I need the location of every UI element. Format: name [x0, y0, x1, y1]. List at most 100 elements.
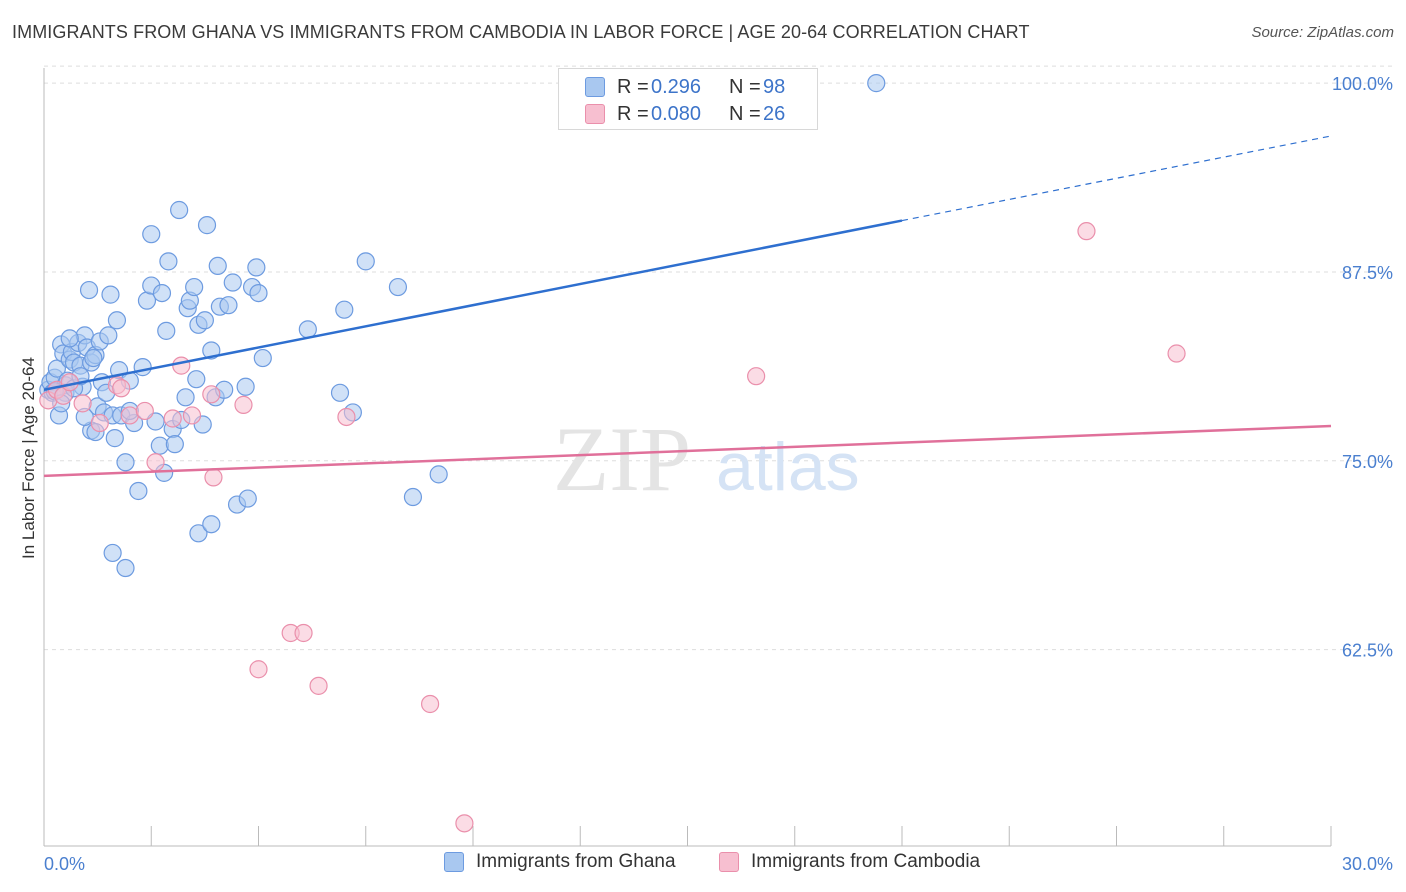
ghana-point: [99, 326, 118, 345]
cambodia-point: [309, 676, 328, 695]
ghana-point: [142, 225, 161, 244]
cambodia-point: [172, 356, 191, 375]
ghana-point: [84, 348, 103, 368]
y-tick-label: 75.0%: [1342, 452, 1393, 472]
cambodia-point: [249, 660, 268, 679]
x-axis-ticks: [43, 826, 1332, 846]
ghana-point: [236, 377, 255, 396]
ghana-point: [298, 320, 317, 339]
ghana-point: [249, 283, 268, 303]
y-axis-tick-labels: 62.5% 75.0% 87.5% 100.0%: [1332, 74, 1393, 661]
cambodia-point: [202, 385, 221, 404]
cambodia-point: [73, 394, 92, 413]
ghana-point: [388, 277, 408, 297]
cambodia-trend-line: [43, 424, 1332, 478]
ghana-trend-line: [43, 219, 903, 392]
legend-r-label: R =: [617, 75, 649, 98]
legend-n-label: N =: [729, 75, 761, 98]
cambodia-point: [204, 468, 223, 487]
grid-lines: [44, 65, 1393, 651]
cambodia-point: [421, 694, 440, 714]
cambodia-point: [135, 401, 154, 421]
ghana-point: [150, 436, 169, 455]
cambodia-point: [1077, 222, 1096, 241]
cambodia-point: [234, 395, 253, 414]
cambodia-point: [120, 406, 139, 425]
ghana-point: [137, 291, 157, 310]
ghana-point: [157, 321, 176, 340]
ghana-swatch-icon: [585, 77, 605, 97]
x-tick-label-min: 0.0%: [44, 854, 85, 874]
cambodia-swatch-icon: [585, 104, 605, 124]
ghana-trend-extension: [901, 135, 1332, 222]
cambodia-point: [747, 367, 766, 386]
legend-r-value: 0.296: [651, 75, 702, 98]
legend-item-cambodia: Immigrants from Cambodia: [719, 851, 980, 873]
y-tick-label: 87.5%: [1342, 263, 1393, 283]
ghana-point: [253, 348, 272, 368]
legend-row-cambodia: R = 0.080 N = 26: [585, 101, 785, 127]
legend-row-ghana: R = 0.296 N = 98: [585, 74, 785, 100]
ghana-point: [116, 453, 135, 472]
ghana-legend-icon: [444, 852, 464, 872]
ghana-point: [176, 388, 195, 407]
legend-r-label: R =: [617, 102, 649, 125]
chart-title: IMMIGRANTS FROM GHANA VS IMMIGRANTS FROM…: [12, 22, 1030, 42]
ghana-point: [107, 311, 127, 330]
ghana-point: [429, 465, 448, 484]
ghana-point: [335, 300, 354, 319]
ghana-point: [208, 256, 227, 275]
watermark-zip: ZIP: [553, 408, 691, 510]
ghana-point: [187, 370, 206, 389]
ghana-point: [356, 252, 375, 271]
legend-n-label: N =: [729, 102, 761, 125]
cambodia-point: [146, 453, 165, 472]
cambodia-point: [294, 623, 313, 643]
cambodia-point: [163, 409, 182, 428]
ghana-point: [129, 481, 148, 501]
cambodia-point: [60, 373, 79, 392]
ghana-point: [403, 487, 423, 507]
legend-r-value: 0.080: [651, 102, 702, 125]
ghana-point: [238, 489, 257, 508]
ghana-point: [219, 296, 238, 315]
y-tick-label: 62.5%: [1342, 641, 1393, 661]
correlation-legend: R = 0.296 N = 98 R = 0.080 N = 26: [558, 68, 818, 130]
ghana-point: [101, 285, 120, 304]
watermark-atlas: atlas: [716, 429, 860, 505]
legend-n-value: 26: [763, 102, 786, 125]
ghana-point: [116, 558, 135, 578]
legend-label-ghana: Immigrants from Ghana: [476, 851, 676, 872]
ghana-point: [223, 273, 242, 292]
cambodia-legend-icon: [719, 852, 739, 872]
watermark: ZIP atlas: [553, 408, 860, 510]
ghana-point: [185, 277, 204, 297]
cambodia-point: [90, 413, 109, 433]
ghana-point: [105, 429, 124, 448]
ghana-point: [867, 74, 886, 93]
ghana-point: [79, 280, 99, 300]
ghana-point: [330, 383, 350, 402]
legend-item-ghana: Immigrants from Ghana: [444, 851, 676, 873]
ghana-point: [152, 283, 172, 303]
ghana-point: [60, 329, 79, 348]
x-tick-label-max: 30.0%: [1342, 854, 1393, 874]
ghana-point: [170, 200, 189, 220]
series-legend: Immigrants from Ghana Immigrants from Ca…: [0, 851, 1406, 877]
legend-label-cambodia: Immigrants from Cambodia: [751, 851, 981, 872]
cambodia-point: [455, 814, 474, 833]
ghana-point: [47, 359, 66, 378]
legend-n-value: 98: [763, 75, 786, 98]
ghana-point: [202, 515, 221, 534]
source-label: Source: ZipAtlas.com: [1251, 24, 1394, 41]
ghana-point: [197, 216, 217, 235]
ghana-point: [159, 252, 178, 271]
y-axis-label: In Labor Force | Age 20-64: [19, 357, 38, 559]
cambodia-point: [1167, 344, 1186, 363]
cambodia-point: [182, 406, 202, 425]
ghana-point: [165, 435, 184, 454]
ghana-point: [189, 524, 208, 543]
ghana-point: [247, 258, 266, 277]
ghana-point: [195, 311, 214, 330]
